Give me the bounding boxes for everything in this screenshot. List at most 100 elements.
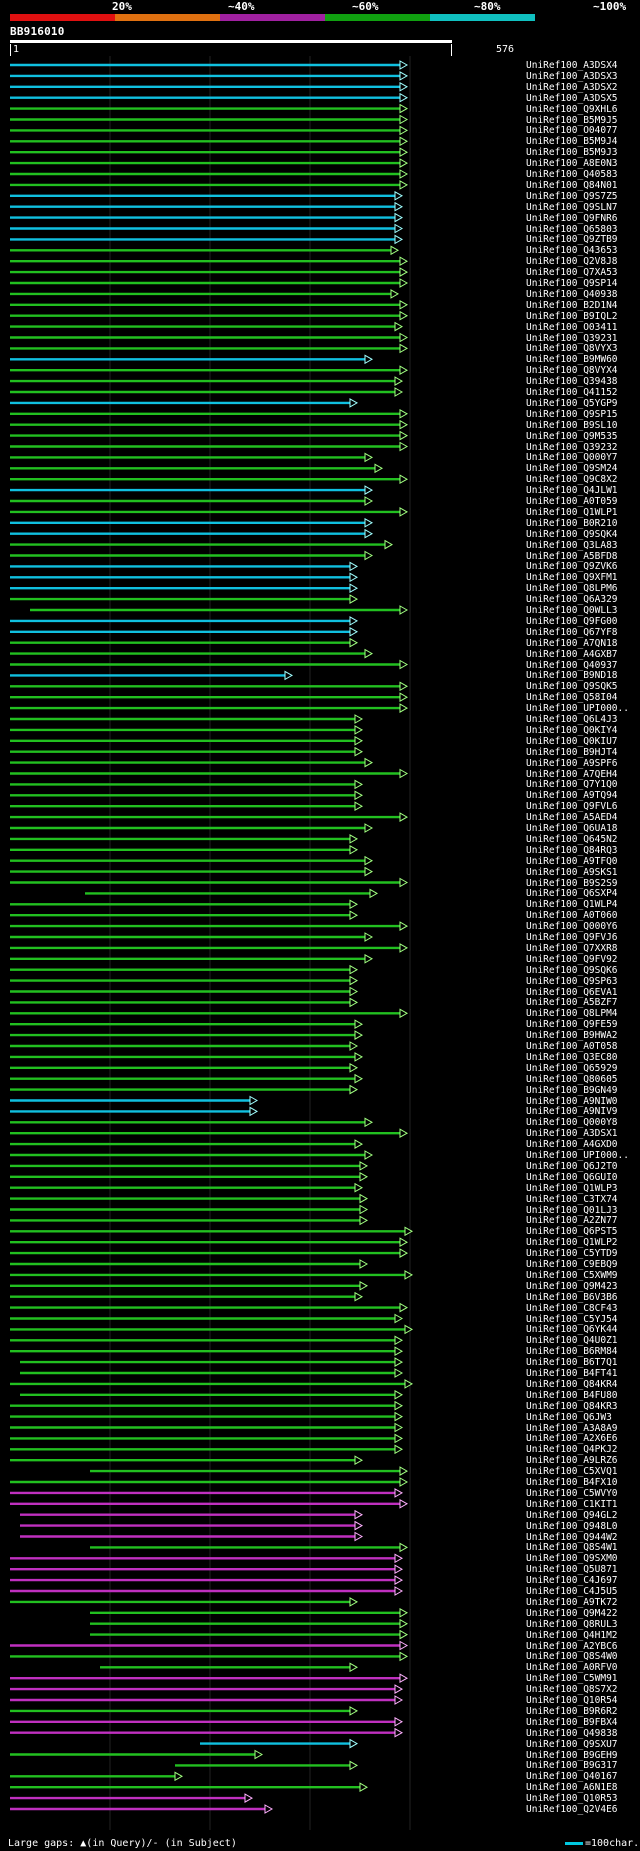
hit-row-141[interactable]	[10, 1597, 359, 1607]
hit-row-158[interactable]	[10, 1782, 369, 1793]
hit-row-14[interactable]	[10, 212, 404, 223]
hit-row-22[interactable]	[10, 299, 409, 310]
hit-label[interactable]: UniRef100_C5WVY0	[526, 1487, 618, 1499]
hit-row-62[interactable]	[10, 735, 364, 746]
hit-label[interactable]: UniRef100_A3DSX4	[526, 60, 618, 71]
hit-label[interactable]: UniRef100_Q41152	[526, 387, 618, 398]
hit-label[interactable]: UniRef100_Q8RUL3	[526, 1618, 618, 1630]
hit-row-73[interactable]	[10, 855, 374, 866]
hit-row-104[interactable]	[10, 1193, 369, 1204]
hit-label[interactable]: UniRef100_Q948L0	[526, 1520, 618, 1532]
hit-label[interactable]: UniRef100_A3DSX5	[526, 92, 618, 104]
hit-row-8[interactable]	[10, 147, 409, 158]
hit-label[interactable]: UniRef100_Q9SLN7	[526, 201, 618, 213]
hit-row-43[interactable]	[10, 528, 374, 539]
hit-row-26[interactable]	[10, 343, 409, 354]
hit-row-64[interactable]	[10, 757, 374, 768]
hit-row-119[interactable]	[20, 1357, 404, 1367]
hit-row-10[interactable]	[10, 169, 409, 179]
hit-row-139[interactable]	[10, 1575, 404, 1585]
hit-label[interactable]: UniRef100_Q8VYX3	[526, 343, 618, 355]
hit-row-151[interactable]	[10, 1706, 359, 1716]
hit-label[interactable]: UniRef100_C5WM91	[526, 1673, 618, 1685]
hit-row-76[interactable]	[85, 888, 379, 899]
hit-label[interactable]: UniRef100_C5YJ54	[526, 1313, 618, 1325]
hit-row-82[interactable]	[10, 953, 374, 964]
hit-row-45[interactable]	[10, 550, 374, 561]
hit-label[interactable]: UniRef100_Q6PST5	[526, 1226, 618, 1238]
hit-row-121[interactable]	[10, 1379, 414, 1389]
hit-row-146[interactable]	[10, 1651, 409, 1662]
hit-label[interactable]: UniRef100_B4FX10	[526, 1477, 618, 1488]
hit-label[interactable]: UniRef100_Q3EC80	[526, 1051, 618, 1063]
hit-row-23[interactable]	[10, 310, 409, 321]
hit-row-20[interactable]	[10, 278, 409, 288]
hit-row-128[interactable]	[10, 1455, 364, 1466]
hit-label[interactable]: UniRef100_A0RFV0	[526, 1662, 618, 1674]
hit-row-37[interactable]	[10, 463, 384, 474]
hit-label[interactable]: UniRef100_Q9SM24	[526, 463, 618, 475]
hit-row-102[interactable]	[10, 1171, 369, 1182]
hit-label[interactable]: UniRef100_A9TQ94	[526, 790, 618, 802]
hit-row-58[interactable]	[10, 692, 409, 703]
hit-label[interactable]: UniRef100_B6V3B6	[526, 1291, 618, 1303]
hit-label[interactable]: UniRef100_B9HWA2	[526, 1030, 618, 1042]
hit-label[interactable]: UniRef100_Q9SP15	[526, 408, 618, 420]
hit-row-71[interactable]	[10, 834, 359, 844]
hit-row-16[interactable]	[10, 234, 404, 245]
hit-row-98[interactable]	[10, 1128, 409, 1139]
hit-label[interactable]: UniRef100_B6T7Q1	[526, 1357, 618, 1369]
hit-label[interactable]: UniRef100_C3TX74	[526, 1193, 618, 1205]
hit-label[interactable]: UniRef100_Q9SXM0	[526, 1553, 618, 1565]
hit-row-103[interactable]	[10, 1182, 364, 1193]
hit-label[interactable]: UniRef100_Q9XFM1	[526, 572, 618, 584]
hit-label[interactable]: UniRef100_A3A8A9	[526, 1422, 618, 1434]
hit-label[interactable]: UniRef100_B6RM84	[526, 1346, 618, 1358]
hit-label[interactable]: UniRef100_B5M9J3	[526, 147, 618, 159]
hit-label[interactable]: UniRef100_Q9ZTB9	[526, 234, 618, 246]
hit-label[interactable]: UniRef100_Q9ZVK6	[526, 561, 618, 573]
hit-row-54[interactable]	[10, 648, 374, 659]
hit-row-152[interactable]	[10, 1716, 404, 1727]
hit-row-49[interactable]	[10, 594, 359, 604]
hit-row-138[interactable]	[10, 1564, 404, 1575]
hit-row-57[interactable]	[10, 681, 409, 692]
hit-label[interactable]: UniRef100_Q6L4J3	[526, 714, 618, 725]
hit-label[interactable]: UniRef100_Q8S7X2	[526, 1684, 618, 1696]
hit-label[interactable]: UniRef100_C5YTD9	[526, 1248, 618, 1260]
hit-row-136[interactable]	[90, 1542, 409, 1553]
hit-row-3[interactable]	[10, 92, 409, 103]
hit-label[interactable]: UniRef100_Q000Y7	[526, 452, 618, 464]
hit-row-160[interactable]	[10, 1804, 274, 1814]
hit-label[interactable]: UniRef100_B9G317	[526, 1760, 618, 1772]
hit-label[interactable]: UniRef100_Q4PKJ2	[526, 1444, 618, 1456]
hit-row-17[interactable]	[10, 245, 400, 256]
hit-row-27[interactable]	[10, 354, 374, 365]
hit-row-91[interactable]	[10, 1052, 364, 1062]
hit-row-142[interactable]	[90, 1607, 409, 1618]
hit-label[interactable]: UniRef100_A5AED4	[526, 812, 618, 824]
hit-row-100[interactable]	[10, 1150, 374, 1160]
hit-row-87[interactable]	[10, 1008, 409, 1019]
hit-label[interactable]: UniRef100_O04077	[526, 125, 618, 137]
hit-row-61[interactable]	[10, 725, 364, 735]
hit-label[interactable]: UniRef100_A7QEH4	[526, 768, 618, 780]
hit-row-36[interactable]	[10, 452, 374, 463]
hit-row-9[interactable]	[10, 158, 409, 168]
hit-label[interactable]: UniRef100_Q5U871	[526, 1564, 618, 1576]
hit-row-28[interactable]	[10, 365, 409, 376]
hit-label[interactable]: UniRef100_Q4JLW1	[526, 485, 618, 497]
hit-label[interactable]: UniRef100_Q9SP14	[526, 278, 618, 289]
hit-row-143[interactable]	[90, 1618, 409, 1629]
hit-label[interactable]: UniRef100_Q9XHL6	[526, 103, 618, 115]
hit-label[interactable]: UniRef100_Q49838	[526, 1727, 618, 1739]
hit-label[interactable]: UniRef100_Q39232	[526, 441, 618, 453]
hit-row-6[interactable]	[10, 125, 409, 136]
hit-row-149[interactable]	[10, 1684, 404, 1694]
hit-label[interactable]: UniRef100_A9TK72	[526, 1596, 618, 1608]
hit-label[interactable]: UniRef100_C5XWM9	[526, 1269, 618, 1281]
hit-label[interactable]: UniRef100_Q2V8J8	[526, 256, 618, 268]
hit-row-41[interactable]	[10, 507, 409, 517]
hit-label[interactable]: UniRef100_Q01LJ3	[526, 1204, 618, 1216]
hit-row-40[interactable]	[10, 496, 374, 506]
